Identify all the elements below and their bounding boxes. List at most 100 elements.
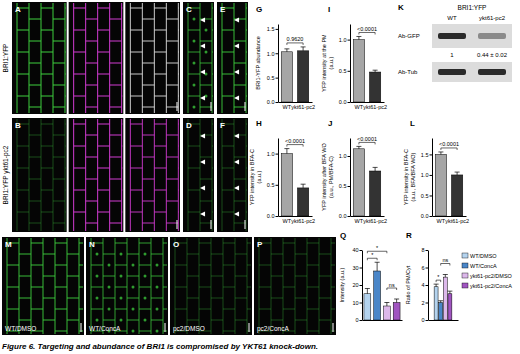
cell-wall — [235, 320, 247, 321]
legend-label: ykt61-pc2/ConcA — [470, 283, 512, 289]
y-axis-title: BRI1-YFP abundance — [255, 36, 261, 89]
y-tick-mark — [426, 285, 429, 286]
x-tick: ykt61-pc2 — [363, 218, 387, 224]
micrograph-background — [183, 118, 214, 232]
cell-wall — [222, 52, 234, 53]
compartment — [144, 253, 147, 256]
cell-wall — [211, 276, 223, 277]
cell-wall — [86, 63, 98, 64]
cell-wall — [212, 74, 213, 75]
y-tick: 0.0 — [267, 213, 278, 219]
compartment — [193, 40, 196, 43]
cell-wall — [110, 201, 122, 202]
y-tick-mark — [360, 320, 363, 321]
cell-wall — [121, 146, 123, 147]
y-axis-line — [350, 25, 351, 103]
cell-wall — [67, 276, 79, 277]
cell-wall — [246, 96, 247, 97]
legend-label: WT/ConcA — [470, 263, 497, 269]
y-tick: 0.0 — [267, 99, 278, 105]
scale-bar — [245, 102, 246, 111]
cell-wall — [65, 168, 67, 169]
cell-wall — [86, 157, 98, 158]
cell-wall — [188, 52, 200, 53]
cell-wall — [154, 212, 166, 213]
cell-wall — [121, 190, 123, 191]
cell-wall — [199, 309, 211, 310]
legend: WT/DMSOWT/ConcAykt61-pc2/DMSOykt61-pc2/C… — [462, 253, 513, 289]
cell-wall — [271, 276, 283, 277]
y-tick-mark — [348, 216, 351, 217]
cell-wall — [319, 298, 331, 299]
image-label: WT/DMSO — [5, 325, 36, 332]
error-bar — [438, 301, 443, 303]
cell-wall — [17, 119, 18, 231]
arrowhead — [234, 160, 239, 165]
cell-wall — [212, 146, 213, 147]
y-tick-label: 1.5 — [267, 26, 275, 32]
compartment — [193, 18, 196, 21]
cell-wall — [200, 201, 212, 202]
cell-wall — [331, 265, 335, 266]
chart: RRatio of PM/Cyt02468*nsWT/DMSOWT/ConcAy… — [405, 231, 513, 323]
y-tick-label: 1.0 — [421, 172, 429, 178]
chart: JYFP intensity after BFA WO(a.u., PM/BFA… — [321, 119, 387, 224]
cell-wall — [211, 298, 223, 299]
cell-wall — [130, 30, 142, 31]
cell-wall — [31, 238, 32, 334]
cell-wall — [65, 8, 67, 9]
cell-wall — [53, 63, 65, 64]
cell-wall — [55, 238, 56, 334]
cell-wall — [41, 168, 53, 169]
cell-wall — [212, 119, 213, 231]
blot-row-label: Ab-GFP — [398, 33, 420, 39]
compartment — [108, 286, 111, 289]
blot-band — [478, 69, 506, 75]
cell-wall — [212, 3, 213, 113]
y-tick-mark — [360, 285, 363, 286]
legend-swatch — [462, 283, 468, 288]
cell-wall — [188, 30, 200, 31]
cell-wall — [283, 238, 284, 334]
cell-wall — [319, 276, 331, 277]
cell-wall — [283, 287, 295, 288]
cell-wall — [139, 309, 151, 310]
cell-wall — [188, 119, 189, 231]
cell-wall — [98, 8, 110, 9]
bar — [297, 188, 308, 216]
compartment — [96, 319, 99, 322]
cell-wall — [154, 168, 166, 169]
cell-wall — [130, 96, 142, 97]
panel-letter: G — [256, 5, 262, 14]
y-tick: 30 — [352, 265, 362, 271]
cell-wall — [29, 85, 41, 86]
micrograph-background — [170, 237, 252, 335]
y-tick: 1.5 — [421, 152, 432, 158]
x-tick-label: ykt61-pc2 — [445, 218, 469, 224]
y-tick: 20 — [352, 282, 362, 288]
y-tick-mark — [430, 154, 433, 155]
error-bar — [373, 70, 378, 72]
cell-wall — [86, 179, 98, 180]
error-bar — [365, 289, 370, 294]
cell-wall — [211, 320, 223, 321]
y-axis-line — [428, 251, 429, 321]
x-axis-line — [351, 216, 385, 217]
x-tick-label: ykt61-pc2 — [363, 104, 387, 110]
cell-wall — [187, 320, 199, 321]
cell-wall — [55, 243, 67, 244]
bar — [443, 277, 447, 320]
cell-wall — [91, 309, 103, 310]
cell-wall — [139, 243, 151, 244]
cell-wall — [17, 74, 29, 75]
cell-wall — [17, 190, 29, 191]
x-axis: WTykt61-pc2 — [351, 103, 388, 110]
y-tick: 0.5 — [421, 193, 432, 199]
panel-letter: P — [257, 240, 263, 249]
cell-wall — [142, 63, 154, 64]
blot-band — [478, 33, 506, 39]
blot-quantification: 0.44 ± 0.02 — [477, 52, 508, 58]
y-tick-mark — [348, 186, 351, 187]
chart: LYFP intensity in BFA-C(a.u., BFA/BFA WO… — [403, 119, 469, 224]
significance-label: * — [437, 274, 440, 280]
